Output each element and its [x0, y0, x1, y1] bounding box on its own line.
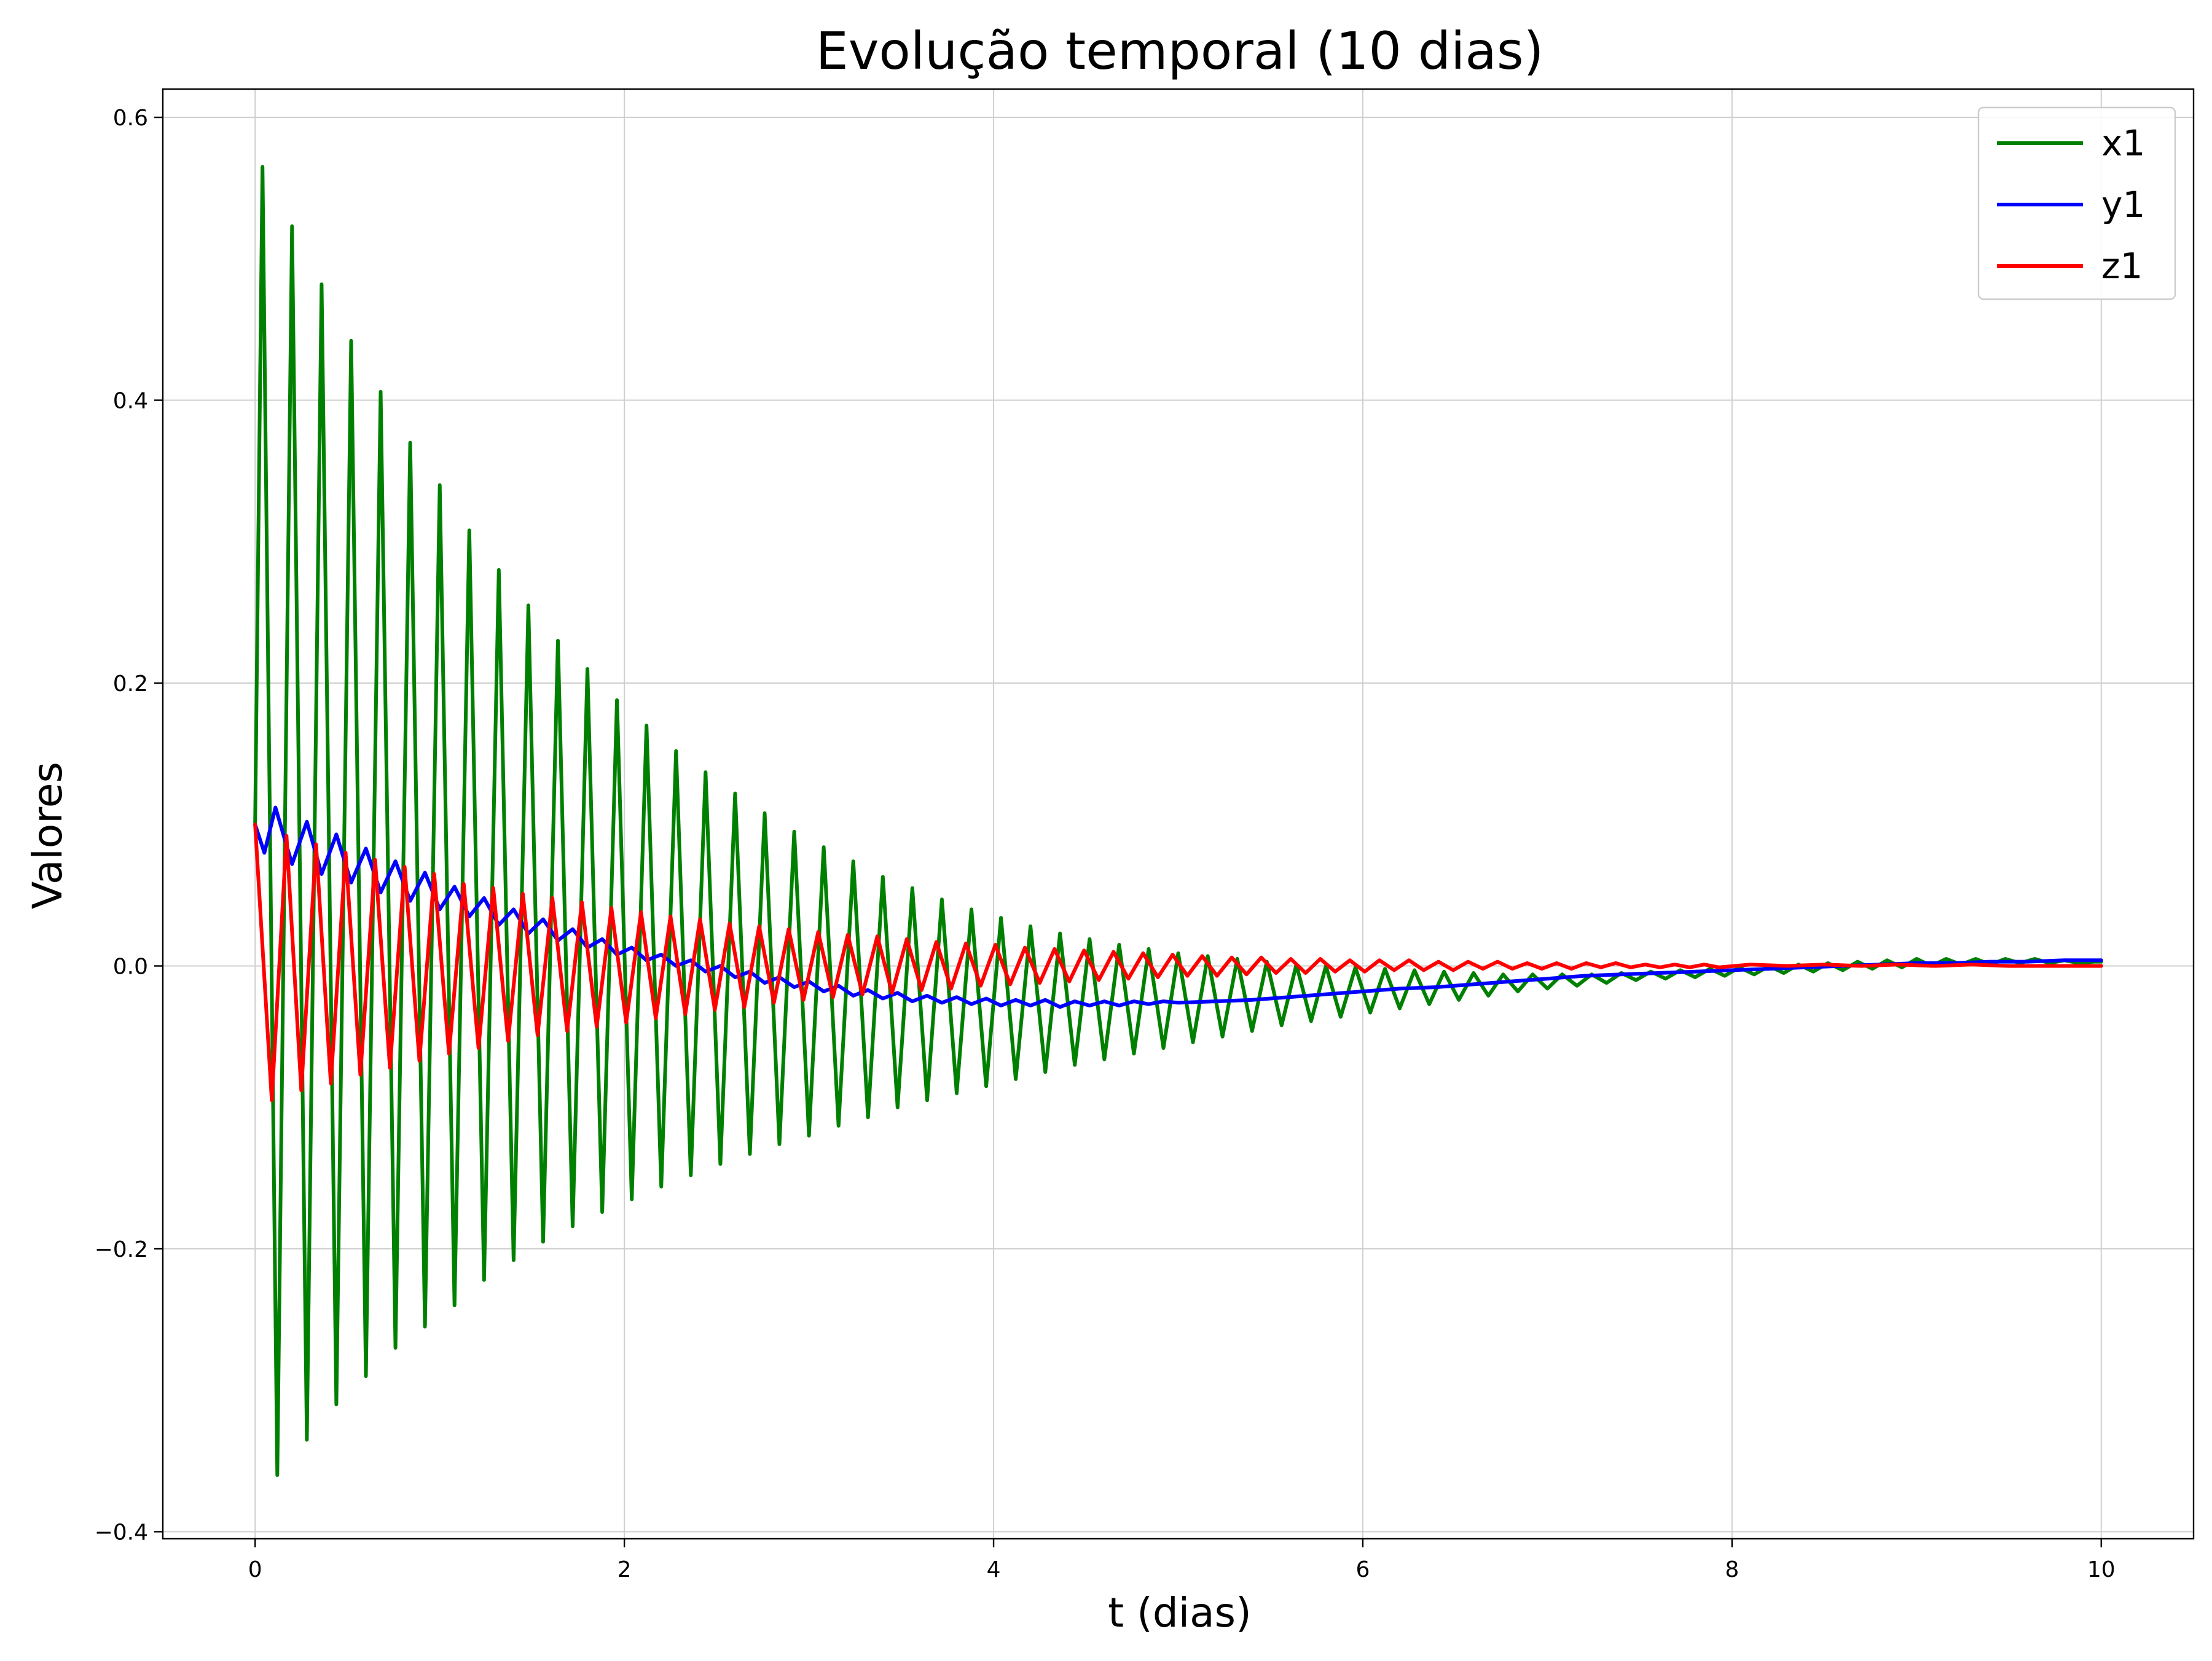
x-tick-label: 10: [2087, 1557, 2116, 1582]
y-tick-label: 0.4: [113, 389, 148, 414]
grid: [163, 89, 2194, 1539]
y-tick-label: −0.2: [95, 1237, 148, 1262]
x-tick-label: 4: [987, 1557, 1001, 1582]
legend-label-x1: x1: [2101, 122, 2145, 164]
chart-title: Evolução temporal (10 dias): [816, 21, 1544, 81]
x-tick-label: 8: [1725, 1557, 1739, 1582]
y-tick-label: 0.0: [113, 955, 148, 980]
series-group: [253, 165, 2103, 1477]
plot-frame: [162, 88, 2195, 1540]
legend: x1 y1 z1: [1977, 106, 2176, 300]
x-tick-label: 6: [1356, 1557, 1370, 1582]
y-tick-label: −0.4: [95, 1520, 148, 1545]
series-line-z1: [253, 823, 2103, 1103]
x-axis-label: t (dias): [1108, 1589, 1251, 1636]
x-tick-label: 0: [248, 1557, 262, 1582]
y-tick-label: 0.6: [113, 106, 148, 131]
legend-label-y1: y1: [2101, 184, 2145, 225]
ticks: 0 2 4 6 8 10 −0.4 −0.2 0.0 0.2 0.4 0.6: [95, 106, 2116, 1582]
legend-label-z1: z1: [2101, 245, 2143, 287]
x-tick-label: 2: [618, 1557, 632, 1582]
y-tick-label: 0.2: [113, 671, 148, 697]
y-axis-label: Valores: [24, 762, 71, 909]
